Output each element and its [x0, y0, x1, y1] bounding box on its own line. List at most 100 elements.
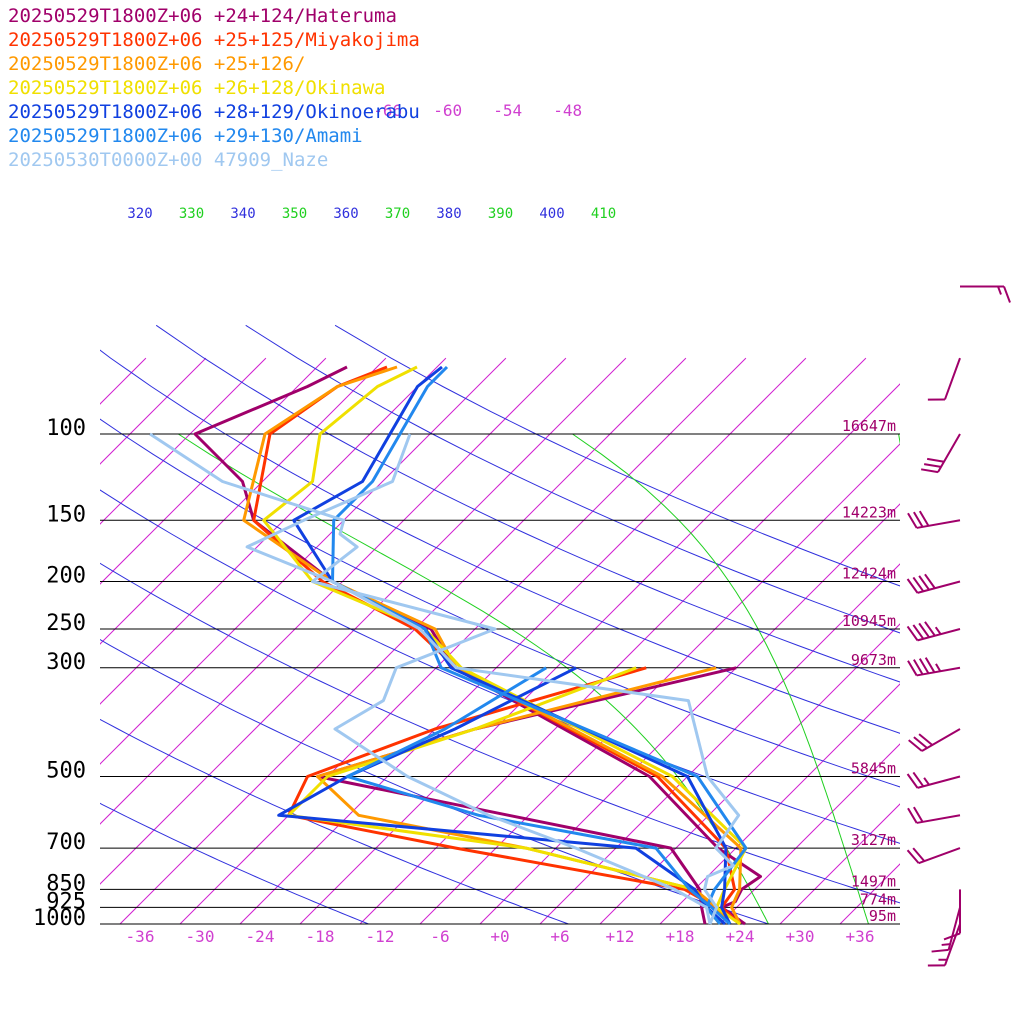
sounding-series [149, 365, 762, 926]
theta-label: 400 [539, 206, 564, 222]
wind-barb [960, 285, 1011, 303]
series-temperature-line [331, 365, 748, 925]
isobar-grid [100, 433, 900, 925]
dry-adiabat-line [334, 324, 900, 587]
wind-barb [943, 889, 961, 941]
x-tick-label: -30 [186, 927, 215, 946]
wind-barb [907, 806, 961, 824]
isotherm-label: -48 [553, 101, 582, 120]
wind-barb [906, 847, 961, 865]
x-tick-label: +36 [846, 927, 875, 946]
series-temperature-line [252, 365, 742, 926]
x-tick-label: -24 [246, 927, 275, 946]
x-tick-label: -12 [366, 927, 395, 946]
isotherm-line [239, 357, 807, 924]
height-label: 9673m [851, 651, 896, 669]
legend-item: 20250529T1800Z+06 +25+126/ [8, 53, 306, 75]
theta-label: 380 [436, 206, 461, 222]
isotherm-label: -60 [433, 101, 462, 120]
pressure-label: 150 [46, 502, 86, 527]
legend-item: 20250529T1800Z+06 +25+125/Miyakojima [8, 29, 420, 51]
wind-barb [927, 923, 961, 967]
height-label: 14223m [842, 503, 896, 521]
isotherm-line [0, 358, 26, 924]
height-label: 5845m [851, 759, 896, 777]
wind-barb [907, 510, 961, 529]
isotherm-line [419, 443, 900, 924]
pressure-label: 500 [46, 758, 86, 783]
height-label: 1497m [851, 872, 896, 890]
series-dewpoint-line [149, 432, 712, 925]
wind-barb [920, 433, 961, 474]
isotherm-line [100, 357, 447, 705]
x-tick-label: +24 [726, 927, 755, 946]
height-label: 16647m [842, 417, 896, 435]
isotherm-line [719, 743, 900, 924]
x-tick-label: +30 [786, 927, 815, 946]
dry-adiabat-line [100, 802, 370, 924]
height-label: 10945m [842, 612, 896, 630]
isotherm-line [100, 357, 507, 765]
legend-item: 20250529T1800Z+06 +28+129/Okinoerabu [8, 101, 420, 123]
wind-barb [908, 728, 961, 752]
isotherm-line [100, 357, 567, 825]
pressure-label: 250 [46, 611, 86, 636]
x-tick-label: -36 [126, 927, 155, 946]
isotherm-line [779, 803, 900, 924]
dry-adiabat-line [100, 418, 900, 788]
x-tick-label: -6 [430, 927, 449, 946]
isotherm-label: -66 [373, 101, 402, 120]
isotherm-line [479, 503, 900, 924]
isotherm-line [100, 357, 207, 465]
dry-adiabat-line [100, 718, 570, 924]
series-temperature-line [245, 433, 741, 925]
x-tick-label: +0 [490, 927, 509, 946]
wind-barb [906, 573, 961, 594]
dry-adiabat-line [245, 324, 900, 634]
isotherm-line [539, 563, 900, 924]
isotherm-label: -54 [493, 101, 522, 120]
wind-barb [906, 771, 961, 789]
theta-label: 340 [230, 206, 255, 222]
dry-adiabat-line [100, 349, 900, 734]
pressure-label: 1000 [33, 906, 86, 931]
isotherm-grid [0, 357, 900, 924]
series-dewpoint-line [277, 666, 727, 926]
pressure-label: 300 [46, 650, 86, 675]
theta-label: 370 [385, 206, 410, 222]
wind-barb [931, 907, 961, 953]
theta-label: 350 [282, 206, 307, 222]
isotherm-line [659, 683, 900, 924]
height-label: 95m [869, 907, 896, 925]
theta-label: 390 [488, 206, 513, 222]
wind-barb [906, 621, 961, 642]
series-temperature-line [262, 365, 748, 926]
x-tick-label: +6 [550, 927, 569, 946]
height-label: 774m [860, 890, 896, 908]
pressure-label: 850 [46, 871, 86, 896]
legend-item: 20250529T1800Z+06 +24+124/Hateruma [8, 5, 397, 27]
isotherm-line [359, 383, 900, 924]
theta-label: 360 [333, 206, 358, 222]
pressure-label: 100 [46, 416, 86, 441]
axis-labels: 100092585070050030025020015010095m774m14… [33, 101, 896, 946]
dry-adiabat-line [100, 489, 900, 844]
theta-label: 330 [179, 206, 204, 222]
pressure-label: 200 [46, 564, 86, 589]
isotherm-line [599, 623, 900, 924]
height-label: 12424m [842, 565, 896, 583]
wind-barb [927, 357, 961, 401]
legend: 20250529T1800Z+06 +24+124/Hateruma 202505… [8, 4, 420, 172]
legend-item: 20250530T0000Z+00 47909_Naze [8, 149, 329, 171]
x-tick-label: +18 [666, 927, 695, 946]
isotherm-line [100, 357, 267, 525]
height-label: 3127m [851, 831, 896, 849]
theta-label: 410 [591, 206, 616, 222]
legend-item: 20250529T1800Z+06 +29+130/Amami [8, 125, 363, 147]
isotherm-line [100, 357, 327, 585]
isotherm-line [119, 357, 687, 924]
dry-adiabat-line [100, 562, 900, 904]
pressure-label: 700 [46, 830, 86, 855]
wind-barb [907, 657, 961, 677]
